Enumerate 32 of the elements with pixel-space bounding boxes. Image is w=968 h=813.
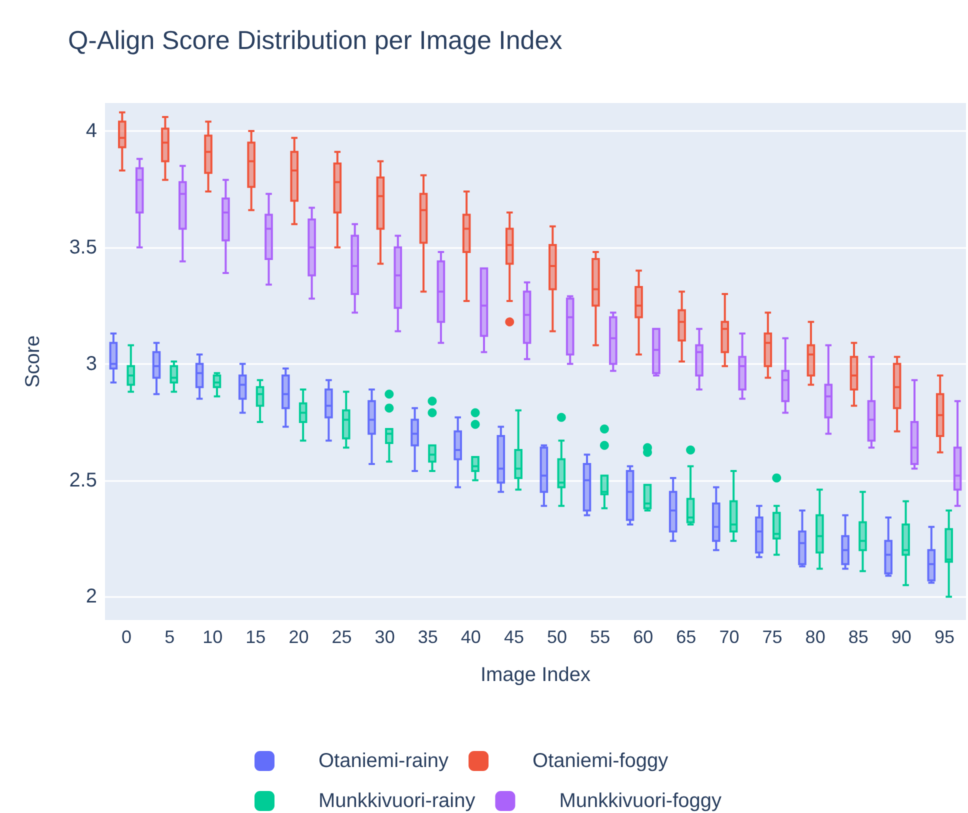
x-tick-label: 75 bbox=[762, 627, 782, 647]
x-tick-label: 35 bbox=[418, 627, 438, 647]
y-tick-label: 3.5 bbox=[69, 236, 97, 258]
y-tick-label: 2.5 bbox=[69, 469, 97, 492]
legend-label: Munkkivuori-rainy bbox=[318, 790, 476, 812]
chart-title: Q-Align Score Distribution per Image Index bbox=[68, 25, 562, 55]
x-tick-label: 90 bbox=[891, 627, 912, 647]
x-tick-label: 80 bbox=[805, 627, 826, 647]
x-tick-label: 30 bbox=[374, 627, 395, 647]
y-tick-label: 4 bbox=[86, 120, 97, 142]
y-axis-title: Score bbox=[22, 335, 44, 388]
x-tick-label: 45 bbox=[504, 627, 524, 647]
x-tick-label: 5 bbox=[164, 627, 175, 647]
y-tick-label: 2 bbox=[86, 586, 97, 608]
x-tick-label: 15 bbox=[246, 627, 266, 647]
x-tick-label: 65 bbox=[676, 627, 696, 647]
x-tick-label: 85 bbox=[848, 627, 868, 647]
legend-label: Otaniemi-rainy bbox=[318, 750, 449, 772]
x-tick-label: 0 bbox=[122, 627, 132, 647]
y-tick-label: 3 bbox=[86, 352, 97, 375]
x-tick-label: 95 bbox=[934, 627, 954, 647]
x-tick-label: 55 bbox=[590, 627, 610, 647]
x-tick-label: 10 bbox=[202, 627, 223, 647]
x-axis-title: Image Index bbox=[480, 664, 591, 686]
legend-label: Otaniemi-foggy bbox=[532, 750, 668, 772]
x-tick-label: 70 bbox=[719, 627, 740, 647]
x-tick-label: 50 bbox=[547, 627, 568, 647]
x-tick-label: 20 bbox=[288, 627, 309, 647]
x-tick-label: 60 bbox=[633, 627, 654, 647]
x-tick-label: 25 bbox=[332, 627, 352, 647]
legend-label: Munkkivuori-foggy bbox=[559, 790, 722, 812]
x-tick-label: 40 bbox=[460, 627, 481, 647]
